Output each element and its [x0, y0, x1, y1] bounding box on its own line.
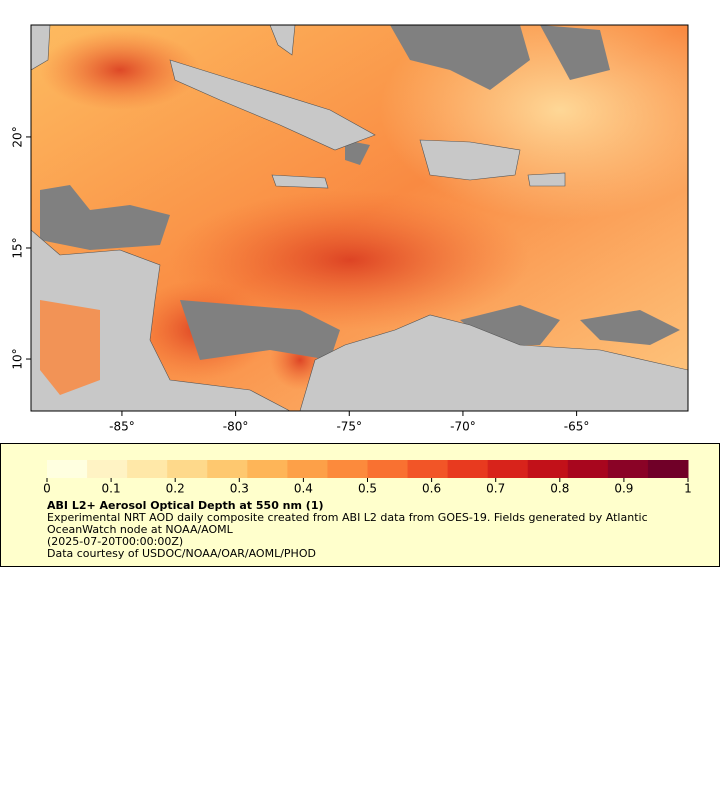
colorbar-segment [527, 460, 569, 478]
y-tick-label: 10° [11, 348, 25, 369]
x-tick-label: -70° [450, 420, 476, 434]
colorbar-segment [127, 460, 168, 478]
colorbar-tick-label: 0 [43, 482, 51, 496]
legend-description: Experimental NRT AOD daily composite cre… [47, 511, 648, 536]
colorbar-segment [327, 460, 368, 478]
colorbar-tick-label: 0.5 [358, 482, 377, 496]
colorbar-tick-label: 0.1 [102, 482, 121, 496]
colorbar-segment [487, 460, 529, 478]
colorbar-tick-label: 0.9 [614, 482, 633, 496]
y-tick-label: 20° [11, 126, 25, 147]
colorbar-segment [167, 460, 208, 478]
colorbar-segment [607, 460, 649, 478]
colorbar-segment [447, 460, 489, 478]
colorbar-tick-label: 0.8 [550, 482, 569, 496]
colorbar-tick-label: 0.4 [294, 482, 313, 496]
x-tick-label: -80° [223, 420, 249, 434]
colorbar-segment [647, 460, 689, 478]
colorbar-segment [47, 460, 88, 478]
colorbar-segment [247, 460, 288, 478]
colorbar-segment [287, 460, 328, 478]
legend-text: ABI L2+ Aerosol Optical Depth at 550 nm … [47, 500, 687, 560]
map-field [31, 25, 688, 411]
plot-frame [30, 24, 689, 412]
land-aerosol [40, 300, 100, 395]
x-tick-label: -65° [564, 420, 590, 434]
colorbar-segment [567, 460, 609, 478]
colorbar-tick-label: 0.3 [230, 482, 249, 496]
legend-title: ABI L2+ Aerosol Optical Depth at 550 nm … [47, 499, 324, 512]
land [31, 25, 688, 411]
colorbar-segment [407, 460, 449, 478]
colorbar-segment [207, 460, 248, 478]
legend-credit: Data courtesy of USDOC/NOAA/OAR/AOML/PHO… [47, 547, 316, 560]
colorbar-tick-label: 1 [684, 482, 692, 496]
colorbar-tick-label: 0.7 [486, 482, 505, 496]
y-tick-label: 15° [11, 237, 25, 258]
legend-time: (2025-07-20T00:00:00Z) [47, 535, 184, 548]
x-tick-label: -85° [109, 420, 135, 434]
x-tick-label: -75° [336, 420, 362, 434]
colorbar-segment [87, 460, 128, 478]
colorbar-tick-label: 0.6 [422, 482, 441, 496]
colorbar-tick-label: 0.2 [166, 482, 185, 496]
colorbar-segment [367, 460, 409, 478]
